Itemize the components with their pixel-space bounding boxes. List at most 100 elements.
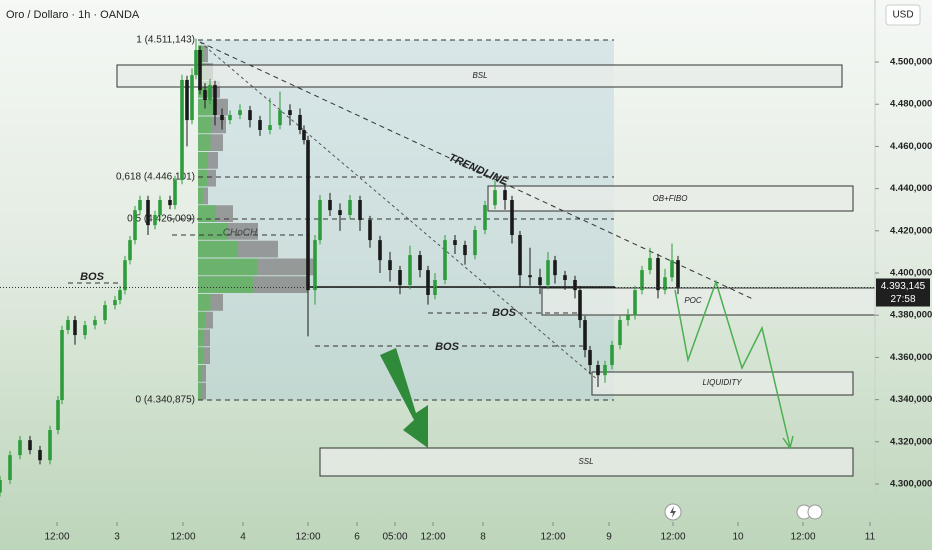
x-tick-label: 11 bbox=[865, 532, 876, 543]
candle-body bbox=[596, 365, 600, 376]
candle-body bbox=[238, 110, 242, 115]
candle-body bbox=[510, 200, 514, 236]
candle-body bbox=[583, 320, 587, 351]
down-arrow bbox=[380, 348, 428, 448]
candles bbox=[0, 38, 680, 497]
candle-body bbox=[128, 240, 132, 261]
fib-label: 0 (4.340,875) bbox=[136, 395, 196, 406]
candle-body bbox=[133, 210, 137, 241]
chart-title: Oro / Dollaro · 1h · OANDA bbox=[6, 9, 140, 21]
x-tick-label: 9 bbox=[606, 532, 612, 543]
last-price-label: 4.393,145 bbox=[881, 281, 926, 292]
candle-body bbox=[190, 75, 194, 121]
liquidity-zone bbox=[591, 371, 854, 396]
liquidity-label: LIQUIDITY bbox=[702, 378, 742, 387]
x-tick-label: 12:00 bbox=[660, 532, 685, 543]
profile-bar-up bbox=[198, 223, 228, 240]
x-tick-label: 8 bbox=[480, 532, 486, 543]
x-tick-label: 6 bbox=[354, 532, 360, 543]
profile-bar-up bbox=[198, 258, 257, 276]
candle-body bbox=[358, 200, 362, 221]
ssl-label: SSL bbox=[578, 457, 593, 466]
candle-body bbox=[418, 255, 422, 271]
candle-body bbox=[298, 114, 302, 130]
ob-label: OB+FIBO bbox=[653, 194, 688, 203]
x-tick-label: 12:00 bbox=[44, 532, 69, 543]
candle-body bbox=[60, 329, 64, 401]
candle-body bbox=[670, 260, 674, 278]
x-tick-label: 10 bbox=[732, 532, 744, 543]
currency-box[interactable] bbox=[885, 4, 921, 26]
candle-body bbox=[38, 450, 42, 461]
poc-label: POC bbox=[684, 296, 702, 305]
candle-body bbox=[203, 90, 207, 101]
candle-body bbox=[483, 205, 487, 230]
currency[interactable]: USD bbox=[892, 10, 913, 21]
x-tick-label: 12:00 bbox=[540, 532, 565, 543]
fib-label: 0,618 (4.446,101) bbox=[116, 172, 195, 183]
profile-bar-up bbox=[198, 205, 216, 222]
candle-body bbox=[278, 110, 282, 126]
profile-bar-up bbox=[198, 276, 253, 293]
candle-body bbox=[426, 270, 430, 295]
candle-body bbox=[588, 350, 592, 366]
candle-body bbox=[338, 210, 342, 216]
trendline bbox=[199, 41, 756, 301]
candle-body bbox=[633, 290, 637, 316]
candle-body bbox=[158, 200, 162, 216]
candle-body bbox=[563, 275, 567, 280]
x-tick-label: 12:00 bbox=[790, 532, 815, 543]
profile-bar-up bbox=[198, 116, 212, 134]
candle-body bbox=[493, 190, 497, 206]
profile-bar-up bbox=[198, 134, 211, 151]
x-tick-label: 12:00 bbox=[295, 532, 320, 543]
profile-bar-up bbox=[198, 311, 206, 329]
profile-bar-up bbox=[198, 169, 207, 187]
profile-bar-up bbox=[198, 347, 204, 364]
fib-label: 1 (4.511,143) bbox=[136, 35, 195, 46]
candle-body bbox=[118, 290, 122, 301]
candle-body bbox=[83, 325, 87, 336]
candle-body bbox=[648, 258, 652, 271]
candle-body bbox=[453, 240, 457, 245]
candle-body bbox=[443, 240, 447, 280]
candle-body bbox=[398, 270, 402, 286]
candle-body bbox=[103, 305, 107, 321]
candle-body bbox=[603, 365, 607, 376]
candle-body bbox=[268, 125, 272, 130]
candle-body bbox=[408, 255, 412, 286]
candle-body bbox=[123, 260, 127, 291]
candle-body bbox=[546, 260, 550, 286]
bos-label: BOS bbox=[492, 307, 517, 319]
candle-body bbox=[180, 79, 184, 180]
candle-body bbox=[173, 179, 177, 206]
candle-body bbox=[553, 260, 557, 276]
candle-body bbox=[56, 400, 60, 431]
candle-body bbox=[113, 300, 117, 306]
candle-body bbox=[8, 455, 12, 481]
profile-bar-up bbox=[198, 382, 202, 400]
candle-body bbox=[473, 229, 477, 256]
candle-body bbox=[313, 240, 317, 291]
ob-zone bbox=[487, 185, 854, 212]
candle-body bbox=[328, 200, 332, 211]
event-icon[interactable] bbox=[807, 504, 823, 520]
candle-body bbox=[18, 440, 22, 456]
candle-body bbox=[73, 320, 77, 336]
candle-body bbox=[656, 258, 660, 291]
candle-body bbox=[463, 244, 467, 256]
candle-body bbox=[228, 114, 232, 121]
candle-body bbox=[368, 220, 372, 241]
y-tick-label: 4.320,000 bbox=[890, 436, 932, 447]
x-tick-label: 12:00 bbox=[420, 532, 445, 543]
candle-body bbox=[28, 440, 32, 451]
last-price-box bbox=[876, 278, 930, 307]
profile-bar-up bbox=[198, 294, 211, 311]
candle-body bbox=[258, 120, 262, 130]
candle-body bbox=[640, 270, 644, 291]
candle-body bbox=[0, 480, 2, 493]
profile-bar-up bbox=[198, 240, 238, 258]
candle-body bbox=[93, 320, 97, 326]
candle-body bbox=[348, 200, 352, 216]
